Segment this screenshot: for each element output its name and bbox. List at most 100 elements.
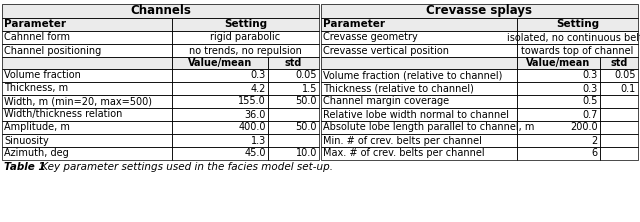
Bar [268,82,319,95]
Bar [600,134,638,147]
Bar [172,57,268,69]
Bar [2,18,172,31]
Text: 1.5: 1.5 [301,83,317,93]
Bar [517,95,600,108]
Text: 6: 6 [592,149,598,159]
Bar [517,57,600,69]
Text: 2: 2 [592,135,598,145]
Bar [600,121,638,134]
Bar [268,147,319,160]
Bar [268,108,319,121]
Bar [2,4,319,18]
Text: Crevasse splays: Crevasse splays [426,4,532,18]
Text: Crevasse geometry: Crevasse geometry [323,32,418,42]
Bar [2,57,172,69]
Bar [517,18,638,31]
Bar [321,57,517,69]
Bar [172,134,268,147]
Text: 36.0: 36.0 [244,109,266,119]
Text: Value/mean: Value/mean [526,58,591,68]
Text: Thickness (relative to channel): Thickness (relative to channel) [323,83,474,93]
Text: towards top of channel: towards top of channel [522,46,634,56]
Bar [321,69,517,82]
Bar [321,44,517,57]
Text: 0.1: 0.1 [621,83,636,93]
Text: isolated, no continuous belts: isolated, no continuous belts [507,32,640,42]
Bar [268,134,319,147]
Text: 0.3: 0.3 [583,71,598,81]
Text: 0.5: 0.5 [582,97,598,107]
Bar [321,4,638,18]
Text: 45.0: 45.0 [244,149,266,159]
Text: Setting: Setting [224,20,267,30]
Text: Min. # of crev. belts per channel: Min. # of crev. belts per channel [323,135,482,145]
Bar [2,57,172,69]
Bar [172,18,319,31]
Bar [2,82,172,95]
Text: 0.05: 0.05 [614,71,636,81]
Bar [517,108,600,121]
Bar [2,69,172,82]
Bar [517,57,600,69]
Bar [321,4,638,18]
Text: 0.3: 0.3 [251,71,266,81]
Text: Parameter: Parameter [323,20,385,30]
Text: Relative lobe width normal to channel: Relative lobe width normal to channel [323,109,509,119]
Text: 200.0: 200.0 [570,123,598,133]
Text: Setting: Setting [556,20,599,30]
Text: 50.0: 50.0 [296,97,317,107]
Text: Width/thickness relation: Width/thickness relation [4,109,122,119]
Bar [268,69,319,82]
Bar [2,18,172,31]
Text: 0.05: 0.05 [296,71,317,81]
Bar [268,57,319,69]
Text: Volume fraction: Volume fraction [4,71,81,81]
Bar [600,147,638,160]
Bar [172,69,268,82]
Bar [172,82,268,95]
Bar [600,108,638,121]
Bar [321,134,517,147]
Bar [172,18,319,31]
Text: Thickness, m: Thickness, m [4,83,68,93]
Bar [600,57,638,69]
Text: rigid parabolic: rigid parabolic [211,32,280,42]
Bar [268,57,319,69]
Bar [172,108,268,121]
Bar [2,108,172,121]
Text: Width, m (min=20, max=500): Width, m (min=20, max=500) [4,97,152,107]
Bar [321,108,517,121]
Bar [600,95,638,108]
Bar [172,57,268,69]
Bar [268,95,319,108]
Bar [172,95,268,108]
Bar [2,134,172,147]
Bar [2,95,172,108]
Text: 4.2: 4.2 [251,83,266,93]
Text: Crevasse vertical position: Crevasse vertical position [323,46,449,56]
Bar [2,44,172,57]
Text: 0.3: 0.3 [583,83,598,93]
Text: Max. # of crev. belts per channel: Max. # of crev. belts per channel [323,149,484,159]
Bar [517,69,600,82]
Text: Channel positioning: Channel positioning [4,46,101,56]
Bar [321,31,517,44]
Text: Sinuosity: Sinuosity [4,135,49,145]
Bar [2,121,172,134]
Bar [517,121,600,134]
Bar [321,121,517,134]
Bar [172,121,268,134]
Bar [321,18,517,31]
Text: Parameter: Parameter [4,20,66,30]
Text: Key parameter settings used in the facies model set-up.: Key parameter settings used in the facie… [38,162,333,172]
Text: 10.0: 10.0 [296,149,317,159]
Bar [517,31,638,44]
Text: no trends, no repulsion: no trends, no repulsion [189,46,302,56]
Bar [2,147,172,160]
Bar [321,18,517,31]
Bar [2,4,319,18]
Bar [321,57,517,69]
Bar [517,147,600,160]
Text: Volume fraction (relative to channel): Volume fraction (relative to channel) [323,71,502,81]
Bar [321,95,517,108]
